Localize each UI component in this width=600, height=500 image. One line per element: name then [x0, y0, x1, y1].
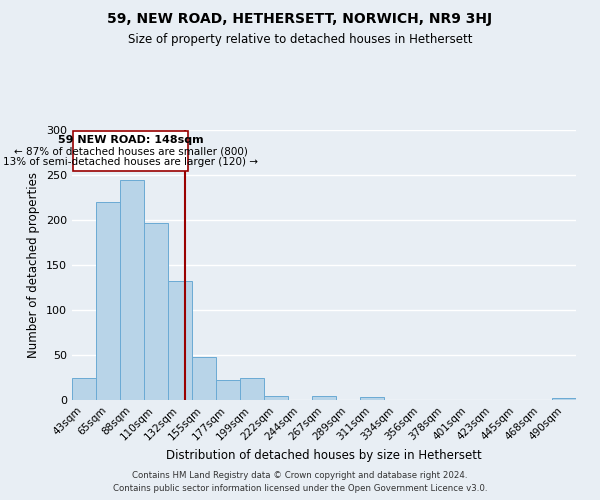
Bar — [216, 380, 240, 400]
Bar — [192, 357, 216, 400]
Bar — [240, 378, 264, 400]
Text: 59 NEW ROAD: 148sqm: 59 NEW ROAD: 148sqm — [58, 135, 203, 145]
Y-axis label: Number of detached properties: Number of detached properties — [28, 172, 40, 358]
Bar — [552, 398, 576, 400]
Bar — [72, 378, 96, 400]
Bar — [264, 396, 288, 400]
Bar — [120, 180, 144, 400]
Bar — [144, 222, 168, 400]
Text: 13% of semi-detached houses are larger (120) →: 13% of semi-detached houses are larger (… — [3, 158, 258, 168]
Text: 59, NEW ROAD, HETHERSETT, NORWICH, NR9 3HJ: 59, NEW ROAD, HETHERSETT, NORWICH, NR9 3… — [107, 12, 493, 26]
Text: ← 87% of detached houses are smaller (800): ← 87% of detached houses are smaller (80… — [14, 146, 248, 156]
Bar — [168, 281, 192, 400]
X-axis label: Distribution of detached houses by size in Hethersett: Distribution of detached houses by size … — [166, 448, 482, 462]
Text: Contains public sector information licensed under the Open Government Licence v3: Contains public sector information licen… — [113, 484, 487, 493]
Text: Size of property relative to detached houses in Hethersett: Size of property relative to detached ho… — [128, 32, 472, 46]
FancyBboxPatch shape — [73, 131, 188, 172]
Bar — [312, 396, 336, 400]
Bar — [96, 202, 120, 400]
Bar — [360, 398, 384, 400]
Text: Contains HM Land Registry data © Crown copyright and database right 2024.: Contains HM Land Registry data © Crown c… — [132, 471, 468, 480]
